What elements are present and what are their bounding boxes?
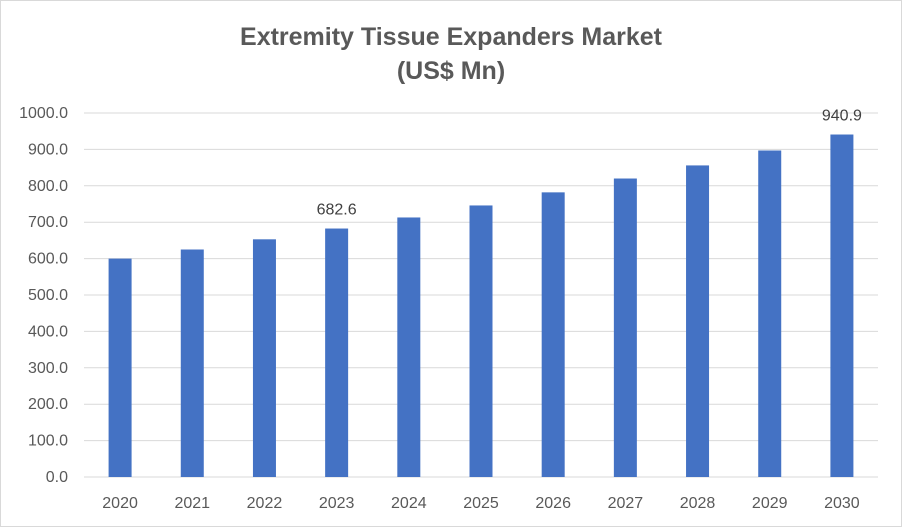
- x-tick-label: 2028: [680, 495, 716, 512]
- y-tick-label: 400.0: [28, 323, 68, 340]
- x-tick-label: 2021: [174, 495, 210, 512]
- y-tick-label: 200.0: [28, 396, 68, 413]
- bar-2023: [325, 228, 349, 477]
- x-tick-label: 2020: [102, 495, 138, 512]
- y-tick-label: 0.0: [46, 469, 68, 486]
- x-tick-label: 2024: [391, 495, 427, 512]
- bar-2020: [108, 258, 132, 477]
- data-labels: 682.6 940.9: [317, 108, 862, 219]
- bar-2030: [830, 134, 854, 478]
- chart-title: Extremity Tissue Expanders Market (US$ M…: [0, 20, 902, 88]
- bar-2027: [613, 178, 637, 477]
- y-tick-label: 100.0: [28, 433, 68, 450]
- y-tick-label: 1000.0: [19, 105, 68, 122]
- bar-2029: [758, 150, 782, 477]
- bar-2025: [469, 205, 493, 477]
- bar-2028: [686, 165, 710, 477]
- y-tick-label: 800.0: [28, 178, 68, 195]
- y-tick-label: 900.0: [28, 141, 68, 158]
- y-axis-tick-labels: 0.0 100.0 200.0 300.0 400.0 500.0 600.0 700.0 80…: [19, 105, 68, 486]
- x-tick-label: 2023: [319, 495, 355, 512]
- x-tick-label: 2030: [824, 495, 860, 512]
- bar-2022: [252, 239, 276, 477]
- x-tick-label: 2027: [608, 495, 644, 512]
- data-label: 940.9: [822, 108, 862, 125]
- x-tick-label: 2029: [752, 495, 788, 512]
- y-tick-label: 600.0: [28, 251, 68, 268]
- x-tick-label: 2022: [247, 495, 283, 512]
- bar-2024: [397, 217, 421, 477]
- chart-title-line-2: (US$ Mn): [396, 57, 506, 85]
- x-axis-tick-labels: 2020 2021 2022 2023 2024 2025 2026 2027 2028 2029…: [102, 495, 860, 512]
- bars: [108, 134, 854, 478]
- bar-2026: [541, 192, 565, 478]
- x-tick-label: 2026: [535, 495, 571, 512]
- y-tick-label: 300.0: [28, 360, 68, 377]
- bar-2021: [180, 249, 204, 477]
- y-tick-label: 500.0: [28, 287, 68, 304]
- chart-title-line-1: Extremity Tissue Expanders Market: [240, 23, 662, 51]
- x-tick-label: 2025: [463, 495, 499, 512]
- y-tick-label: 700.0: [28, 214, 68, 231]
- data-label: 682.6: [317, 202, 357, 219]
